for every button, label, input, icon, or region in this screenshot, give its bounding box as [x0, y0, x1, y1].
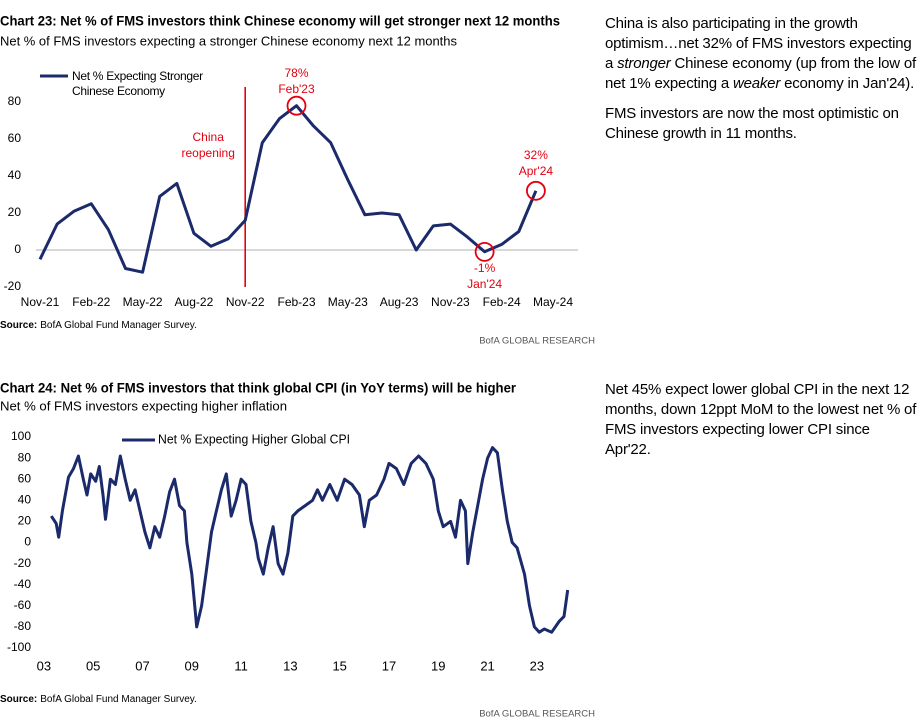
series-line [38, 104, 538, 274]
y-tick-label: 40 [8, 168, 22, 182]
y-tick-label: 20 [18, 514, 32, 528]
chart-subtitle: Net % of FMS investors expecting higher … [0, 398, 287, 413]
series-line [50, 446, 570, 634]
annotation: Jan'24 [467, 277, 502, 291]
source-label: Source: [0, 320, 37, 331]
x-tick-label: Nov-22 [226, 295, 265, 309]
x-tick-label: 17 [382, 658, 396, 673]
chart-title: Chart 23: Net % of FMS investors think C… [0, 13, 560, 29]
commentary: China is also participating in the growt… [605, 14, 917, 154]
x-tick-label: May-22 [123, 295, 163, 309]
x-tick-label: 23 [530, 658, 544, 673]
x-tick-label: 11 [234, 658, 248, 673]
y-tick-label: 0 [24, 535, 31, 549]
x-tick-label: Feb-23 [277, 295, 315, 309]
x-tick-label: 15 [332, 658, 346, 673]
x-tick-label: Aug-23 [380, 295, 419, 309]
x-tick-label: 13 [283, 658, 297, 673]
y-tick-label: 80 [8, 94, 22, 108]
y-tick-label: 40 [18, 492, 32, 506]
x-tick-label: Nov-23 [431, 295, 470, 309]
source-text: BofA Global Fund Manager Survey. [40, 320, 197, 331]
highlight-circle [474, 241, 495, 262]
source: Source: BofA Global Fund Manager Survey. [0, 694, 197, 705]
y-tick-label: 60 [8, 131, 22, 145]
annotation: Apr'24 [519, 164, 554, 178]
legend-label: Net % Expecting Stronger Chinese Economy [72, 69, 203, 98]
annotation: Feb'23 [278, 82, 315, 96]
x-tick-label: Feb-24 [483, 295, 521, 309]
charts: Chart 23: Net % of FMS investors think C… [0, 13, 595, 720]
text: Chinese economy (up from the low of net … [605, 55, 916, 92]
y-tick-label: 60 [18, 471, 32, 485]
credit: BofA GLOBAL RESEARCH [479, 336, 595, 347]
legend-label: Net % Expecting Higher Global CPI [158, 432, 350, 446]
annotation: China [193, 130, 225, 144]
y-tick-label: 0 [14, 242, 21, 256]
commentary: Net 45% expect lower global CPI in the n… [605, 380, 917, 470]
y-tick-label: -20 [4, 279, 22, 293]
y-tick-label: -80 [14, 619, 32, 633]
x-tick-label: 03 [37, 658, 51, 673]
y-tick-label: -100 [7, 640, 31, 654]
source: Source: BofA Global Fund Manager Survey. [0, 320, 197, 331]
x-tick-label: May-23 [328, 295, 368, 309]
y-tick-label: 80 [18, 450, 32, 464]
text: economy in Jan'24). [780, 75, 915, 92]
x-tick-label: 05 [86, 658, 100, 673]
text: Net 45% expect lower global CPI in the n… [605, 381, 917, 458]
x-tick-label: 07 [135, 658, 149, 673]
y-tick-label: -60 [14, 598, 32, 612]
chart-title: Chart 24: Net % of FMS investors that th… [0, 380, 517, 396]
annotation: -1% [474, 261, 496, 275]
x-tick-label: Aug-22 [175, 295, 214, 309]
credit: BofA GLOBAL RESEARCH [479, 709, 595, 720]
text: weaker [732, 75, 781, 92]
y-tick-label: -40 [14, 577, 32, 591]
x-tick-label: Nov-21 [21, 295, 60, 309]
annotation: 78% [284, 66, 308, 80]
x-tick-label: 09 [185, 658, 199, 673]
text: China is also participating in the growt… [605, 15, 912, 72]
highlight-circle [526, 180, 546, 201]
chart-subtitle: Net % of FMS investors expecting a stron… [0, 33, 457, 48]
text: FMS investors are now the most optimisti… [605, 105, 899, 142]
source-label: Source: [0, 694, 37, 705]
paragraph: Net 45% expect lower global CPI in the n… [605, 380, 917, 460]
x-tick-label: 21 [480, 658, 494, 673]
y-tick-label: -20 [14, 556, 32, 570]
text: stronger [617, 55, 671, 72]
x-tick-label: Feb-22 [72, 295, 110, 309]
paragraph: China is also participating in the growt… [605, 14, 917, 94]
y-tick-label: 20 [8, 205, 22, 219]
y-tick-label: 100 [11, 429, 31, 443]
x-tick-label: May-24 [533, 295, 573, 309]
highlight-circle [286, 95, 307, 116]
source-text: BofA Global Fund Manager Survey. [40, 694, 197, 705]
paragraph: FMS investors are now the most optimisti… [605, 104, 917, 144]
x-tick-label: 19 [431, 658, 445, 673]
annotation: 32% [524, 148, 548, 162]
annotation: reopening [182, 146, 235, 160]
